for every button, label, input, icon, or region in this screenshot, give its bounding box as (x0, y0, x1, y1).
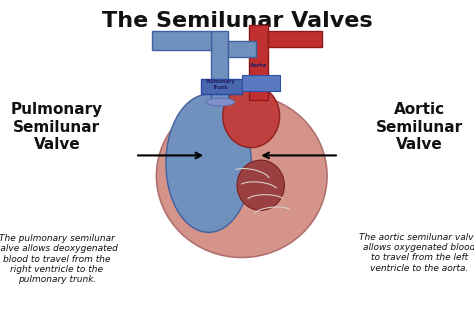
Text: The aortic semilunar valve
allows oxygenated blood
to travel from the left
ventr: The aortic semilunar valve allows oxygen… (359, 233, 474, 273)
Polygon shape (201, 78, 242, 94)
Text: Pulmonary
Trunk: Pulmonary Trunk (206, 79, 235, 90)
Text: The Semilunar Valves: The Semilunar Valves (102, 11, 372, 31)
Polygon shape (152, 31, 211, 50)
Ellipse shape (223, 85, 280, 148)
Polygon shape (242, 75, 280, 91)
Polygon shape (228, 41, 256, 57)
Text: Aorta: Aorta (250, 63, 267, 68)
Ellipse shape (206, 98, 235, 106)
Text: The pulmonary semilunar
valve allows deoxygenated
blood to travel from the
right: The pulmonary semilunar valve allows deo… (0, 234, 118, 284)
Ellipse shape (156, 94, 327, 257)
Ellipse shape (166, 94, 251, 232)
Polygon shape (211, 31, 228, 100)
Ellipse shape (237, 160, 284, 210)
Text: Aortic
Semilunar
Valve: Aortic Semilunar Valve (376, 102, 463, 152)
Polygon shape (268, 31, 322, 47)
Text: Pulmonary
Semilunar
Valve: Pulmonary Semilunar Valve (11, 102, 103, 152)
Polygon shape (249, 25, 268, 100)
